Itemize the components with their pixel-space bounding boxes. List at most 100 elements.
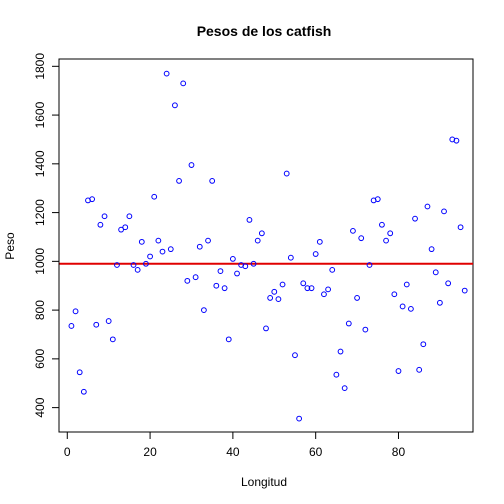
data-point [138, 238, 145, 245]
data-point [201, 307, 207, 314]
data-point [109, 336, 116, 343]
data-point [436, 299, 443, 306]
data-point [304, 285, 311, 292]
data-point [105, 318, 112, 324]
data-point [114, 262, 120, 268]
data-point [80, 388, 87, 395]
data-point [457, 224, 464, 231]
data-point [68, 323, 75, 329]
data-point [321, 291, 327, 298]
data-point [258, 230, 265, 237]
data-point [383, 237, 389, 244]
data-point [379, 221, 385, 228]
data-point [391, 291, 398, 298]
data-point [271, 288, 278, 295]
data-point [432, 269, 439, 276]
data-point [221, 285, 228, 292]
data-point [358, 235, 365, 242]
data-point [217, 268, 224, 274]
data-point [147, 253, 153, 260]
data-point [134, 266, 141, 273]
x-tick-label: 60 [309, 445, 323, 459]
data-point [205, 237, 211, 244]
chart-title: Pesos de los catfish [197, 23, 332, 39]
x-tick-label: 80 [392, 445, 406, 459]
data-point [445, 280, 452, 287]
data-point [229, 256, 236, 262]
data-point [387, 230, 394, 237]
y-tick-label: 1000 [33, 248, 47, 275]
data-point [242, 263, 249, 270]
data-point [163, 70, 170, 77]
data-point [325, 286, 332, 293]
y-tick-label: 800 [33, 300, 47, 320]
data-point [283, 170, 290, 177]
data-point [412, 215, 418, 222]
data-point [416, 366, 423, 373]
data-point [350, 227, 356, 234]
data-point [213, 282, 220, 289]
data-point [267, 295, 274, 301]
data-point [333, 371, 340, 378]
data-points [68, 70, 468, 422]
data-point [196, 243, 203, 250]
y-axis-label: Peso [3, 232, 17, 260]
data-point [441, 208, 447, 215]
data-point [395, 368, 402, 374]
x-tick-label: 20 [143, 445, 157, 459]
x-axis-label: Longitud [241, 475, 287, 489]
data-point [188, 162, 195, 168]
data-point [345, 320, 352, 327]
data-point [225, 336, 232, 343]
data-point [300, 280, 307, 287]
plot-frame [58, 58, 474, 433]
data-point [428, 246, 435, 253]
data-point [126, 213, 133, 220]
data-point [316, 238, 323, 245]
data-point [275, 296, 282, 303]
data-point [151, 193, 158, 200]
data-point [176, 177, 182, 184]
y-tick-label: 1600 [33, 101, 47, 128]
data-point [159, 248, 166, 255]
data-point [362, 326, 369, 333]
data-point [101, 213, 108, 220]
y-tick-label: 1800 [33, 53, 47, 80]
x-tick-label: 40 [226, 445, 240, 459]
data-point [263, 325, 269, 332]
data-point [93, 321, 100, 328]
data-point [192, 274, 199, 281]
data-point [89, 196, 96, 203]
data-point [172, 102, 178, 109]
data-point [130, 262, 137, 268]
data-point [296, 415, 303, 422]
data-point [167, 246, 174, 253]
data-point [308, 285, 315, 292]
data-point [246, 217, 253, 223]
data-point [279, 281, 286, 288]
data-point [329, 266, 336, 273]
data-point [424, 203, 431, 210]
x-axis: 0 20 40 60 80 [64, 431, 406, 459]
data-point [420, 341, 427, 348]
data-point [97, 221, 104, 228]
data-point [374, 196, 381, 203]
data-point [366, 262, 373, 268]
y-tick-label: 400 [33, 397, 47, 417]
y-tick-label: 600 [33, 349, 47, 369]
data-point [312, 251, 319, 257]
data-point [453, 137, 460, 144]
data-point [403, 281, 410, 288]
x-tick-label: 0 [64, 445, 71, 459]
data-point [209, 177, 216, 184]
data-point [118, 226, 124, 233]
data-point [337, 348, 344, 355]
data-point [143, 260, 149, 267]
data-point [184, 277, 191, 284]
data-point [234, 270, 240, 277]
data-point [461, 287, 468, 294]
data-point [76, 369, 83, 376]
data-point [250, 260, 257, 267]
y-tick-label: 1400 [33, 150, 47, 177]
